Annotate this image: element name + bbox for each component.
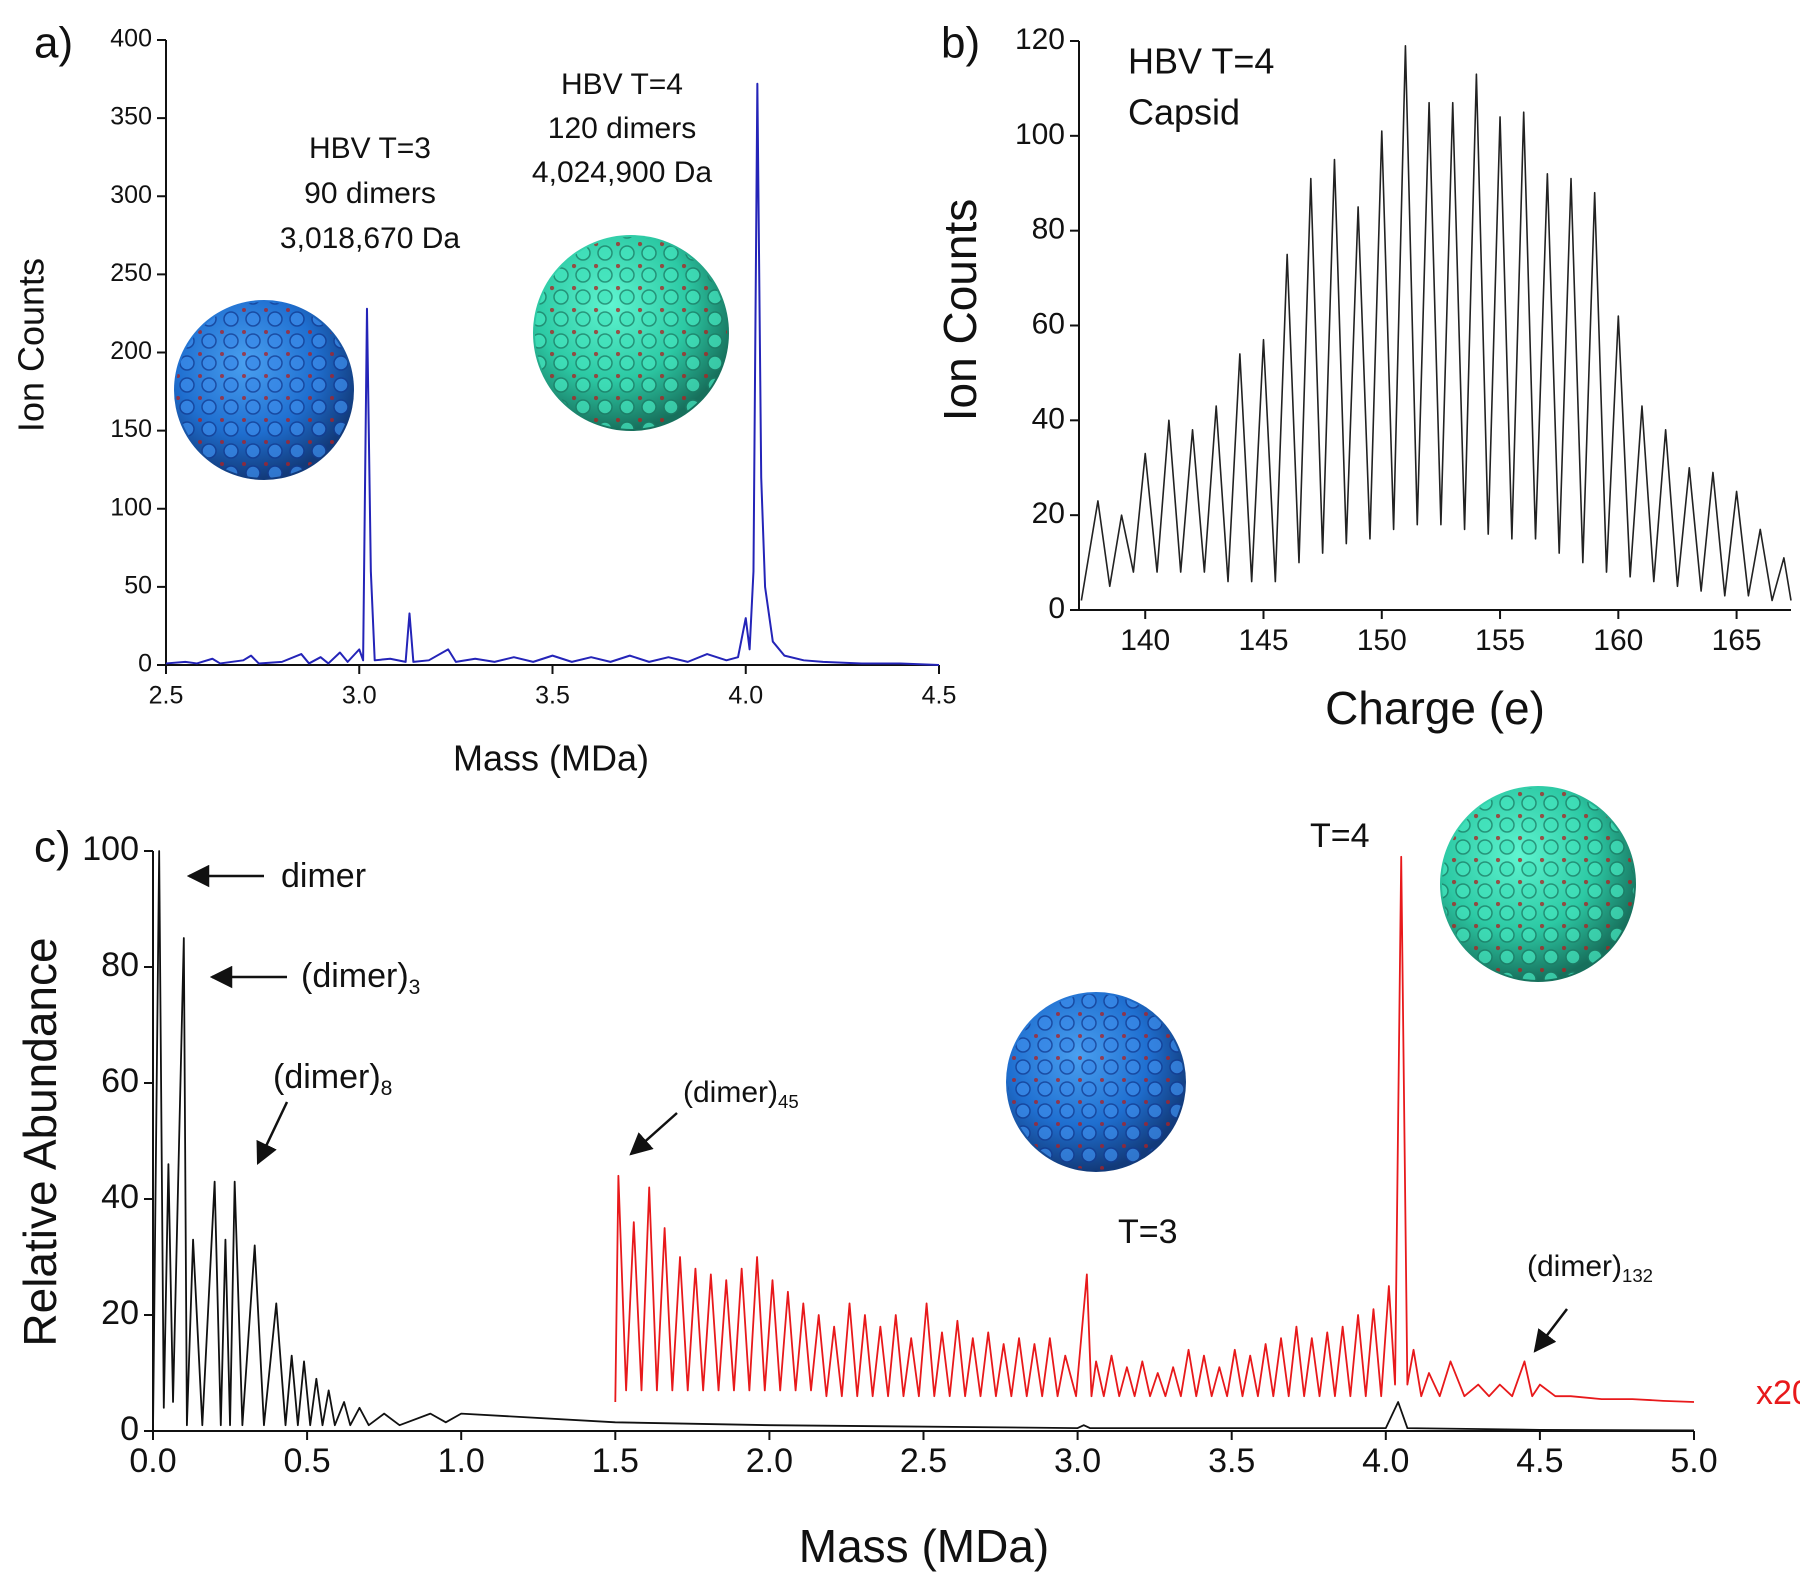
spectrum-line xyxy=(1080,44,1792,602)
x-tick-label: 2.0 xyxy=(746,1442,793,1480)
y-tick-label: 20 xyxy=(101,1294,139,1332)
panel: c) 0 20 40 60 80 100 0.0 0.5 1.0 1.5 2.0 2.5 3.0 3.5 4.… xyxy=(14,817,1800,1572)
annotation-subscript: 3 xyxy=(409,976,421,999)
y-axis-title: Ion Counts xyxy=(934,199,986,421)
y-tick-label: 40 xyxy=(101,1178,139,1216)
x-tick-label: 2.5 xyxy=(900,1442,947,1480)
spectrum-line xyxy=(614,855,1695,1403)
y-tick-label: 60 xyxy=(101,1062,139,1100)
y-tick-label: 400 xyxy=(110,25,152,53)
annotation: Capsid xyxy=(1128,92,1240,133)
annotation-subscript: 45 xyxy=(778,1091,799,1112)
x-tick-label: 3.0 xyxy=(1054,1442,1101,1480)
y-tick-label: 150 xyxy=(110,415,152,443)
x-tick-label: 3.0 xyxy=(342,682,377,710)
x-axis-title: Charge (e) xyxy=(1325,682,1545,734)
x-tick-label: 140 xyxy=(1120,624,1170,657)
y-tick-label: 60 xyxy=(1032,307,1065,340)
y-tick-label: 0 xyxy=(138,650,152,678)
panel: b) 0 20 40 60 80 100 120 140 145 150 155 160 165 Ion C… xyxy=(934,19,1792,734)
annotation-subscript: 8 xyxy=(381,1077,393,1100)
x-tick-label: 4.0 xyxy=(1362,1442,1409,1480)
arrow xyxy=(1533,1308,1568,1353)
spectrum-line xyxy=(152,850,1695,1432)
annotation-text: (dimer) xyxy=(683,1076,778,1109)
annotation: 120 dimers xyxy=(548,112,696,145)
annotation: x20 xyxy=(1756,1374,1800,1412)
x-axis-title: Mass (MDa) xyxy=(453,738,649,779)
annotation-arrows xyxy=(186,864,1568,1353)
y-tick-label: 120 xyxy=(1015,23,1065,56)
y-tick-label: 100 xyxy=(110,493,152,521)
y-axis-title: Relative Abundance xyxy=(14,937,66,1346)
y-tick-label: 250 xyxy=(110,259,152,287)
annotation-text: (dimer) xyxy=(1527,1250,1622,1283)
capsid-t3-illustration xyxy=(1006,992,1186,1172)
y-tick-label: 80 xyxy=(1032,213,1065,246)
annotation: (dimer)132 xyxy=(1527,1250,1653,1286)
x-tick-label: 1.0 xyxy=(438,1442,485,1480)
arrow xyxy=(256,1101,289,1166)
x-tick-label: 5.0 xyxy=(1670,1442,1717,1480)
annotation-subscript: 132 xyxy=(1622,1265,1653,1286)
panel: a) 0 50 100 150 200 250 300 350 400 2.5 3.0 3.5 4.0 4.… xyxy=(11,19,957,779)
panel-label: c) xyxy=(34,823,71,872)
annotation: T=4 xyxy=(1310,817,1370,855)
annotation-text: (dimer) xyxy=(273,1058,381,1096)
annotation: 3,018,670 Da xyxy=(280,222,460,255)
annotation: dimer xyxy=(281,857,366,895)
x-tick-label: 165 xyxy=(1712,624,1762,657)
capsid-t3-illustration xyxy=(174,300,354,480)
annotation: (dimer)8 xyxy=(273,1058,392,1100)
x-tick-label: 145 xyxy=(1238,624,1288,657)
annotation: 4,024,900 Da xyxy=(532,156,712,189)
y-tick-label: 20 xyxy=(1032,497,1065,530)
x-tick-label: 4.5 xyxy=(922,682,957,710)
annotation-text: (dimer) xyxy=(301,957,409,995)
x-tick-label: 3.5 xyxy=(535,682,570,710)
annotation: T=3 xyxy=(1118,1213,1178,1251)
spectrum-line xyxy=(165,82,940,666)
panel-label: a) xyxy=(34,19,73,68)
annotation: HBV T=4 xyxy=(561,68,683,101)
annotation: (dimer)3 xyxy=(301,957,420,999)
y-tick-label: 200 xyxy=(110,337,152,365)
x-tick-label: 3.5 xyxy=(1208,1442,1255,1480)
capsid-t4-illustration xyxy=(533,235,729,431)
x-tick-label: 4.5 xyxy=(1516,1442,1563,1480)
y-tick-label: 0 xyxy=(120,1410,139,1448)
x-tick-label: 0.0 xyxy=(129,1442,176,1480)
y-tick-label: 350 xyxy=(110,103,152,131)
y-tick-label: 300 xyxy=(110,181,152,209)
y-tick-label: 80 xyxy=(101,946,139,984)
panel-label: b) xyxy=(941,19,980,68)
annotation: 90 dimers xyxy=(304,177,436,210)
annotation: HBV T=4 xyxy=(1128,41,1274,82)
x-tick-label: 1.5 xyxy=(592,1442,639,1480)
y-tick-label: 50 xyxy=(124,571,152,599)
arrow xyxy=(629,1112,678,1156)
y-tick-label: 40 xyxy=(1032,402,1065,435)
x-axis-title: Mass (MDa) xyxy=(799,1520,1049,1572)
y-tick-label: 100 xyxy=(82,830,139,868)
y-axis-title: Ion Counts xyxy=(11,258,52,432)
x-tick-label: 155 xyxy=(1475,624,1525,657)
x-tick-label: 2.5 xyxy=(149,682,184,710)
annotation: HBV T=3 xyxy=(309,132,431,165)
x-tick-label: 150 xyxy=(1357,624,1407,657)
y-tick-label: 100 xyxy=(1015,118,1065,151)
capsid-t4-illustration xyxy=(1440,786,1636,982)
x-tick-label: 4.0 xyxy=(728,682,763,710)
y-tick-label: 0 xyxy=(1048,592,1065,625)
x-tick-label: 0.5 xyxy=(283,1442,330,1480)
annotation: (dimer)45 xyxy=(683,1076,799,1112)
x-tick-label: 160 xyxy=(1593,624,1643,657)
